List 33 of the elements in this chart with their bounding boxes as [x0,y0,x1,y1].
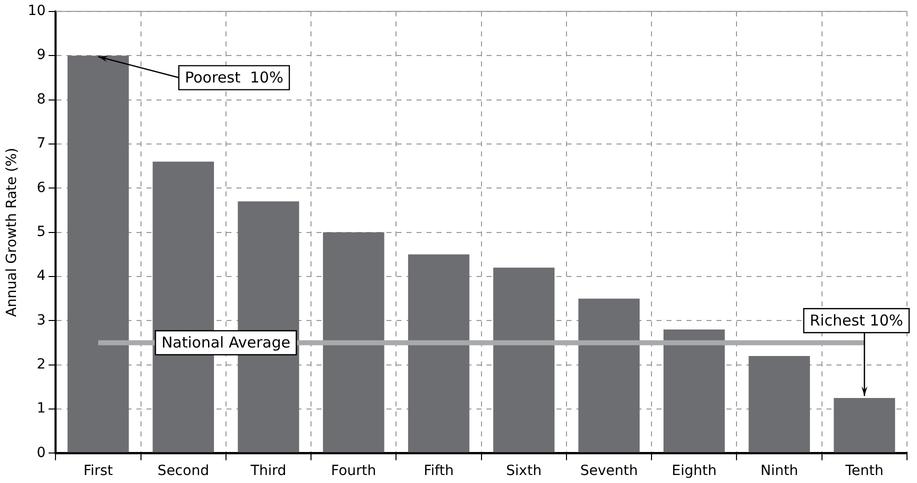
y-tick-label: 7 [36,136,46,152]
x-tick-label: Ninth [760,463,798,480]
bar [748,356,810,453]
bar [68,56,129,453]
y-tick-label: 10 [28,3,46,20]
x-tick-label: Tenth [844,463,884,480]
y-tick-label: 6 [36,180,46,196]
x-tick-label: Fifth [424,463,454,480]
bar [493,268,555,453]
x-tick-label: Third [250,463,286,480]
y-axis-title: Annual Growth Rate (%) [4,148,20,317]
ref-line-label: National Average [161,334,290,352]
bar [578,298,640,453]
x-tick-label: Eighth [672,463,717,480]
bar [322,232,384,453]
x-tick-label: Sixth [506,463,542,480]
y-tick-label: 2 [36,356,46,372]
x-tick-label: Seventh [580,463,638,480]
y-tick-label: 9 [36,47,46,64]
bar [834,398,896,453]
x-tick-label: Fourth [331,463,376,480]
bar [664,329,725,453]
bar [408,254,470,453]
y-tick-label: 8 [36,91,46,108]
y-tick-label: 1 [36,400,46,417]
x-tick-label: First [83,463,114,480]
y-tick-label: 3 [36,312,46,328]
y-tick-label: 0 [36,444,46,461]
y-tick-label: 4 [36,268,46,284]
x-tick-label: Second [158,463,210,480]
y-tick-label: 5 [36,224,46,240]
annotation: Poorest 10% [184,68,284,87]
annotation: Richest 10% [810,312,904,330]
